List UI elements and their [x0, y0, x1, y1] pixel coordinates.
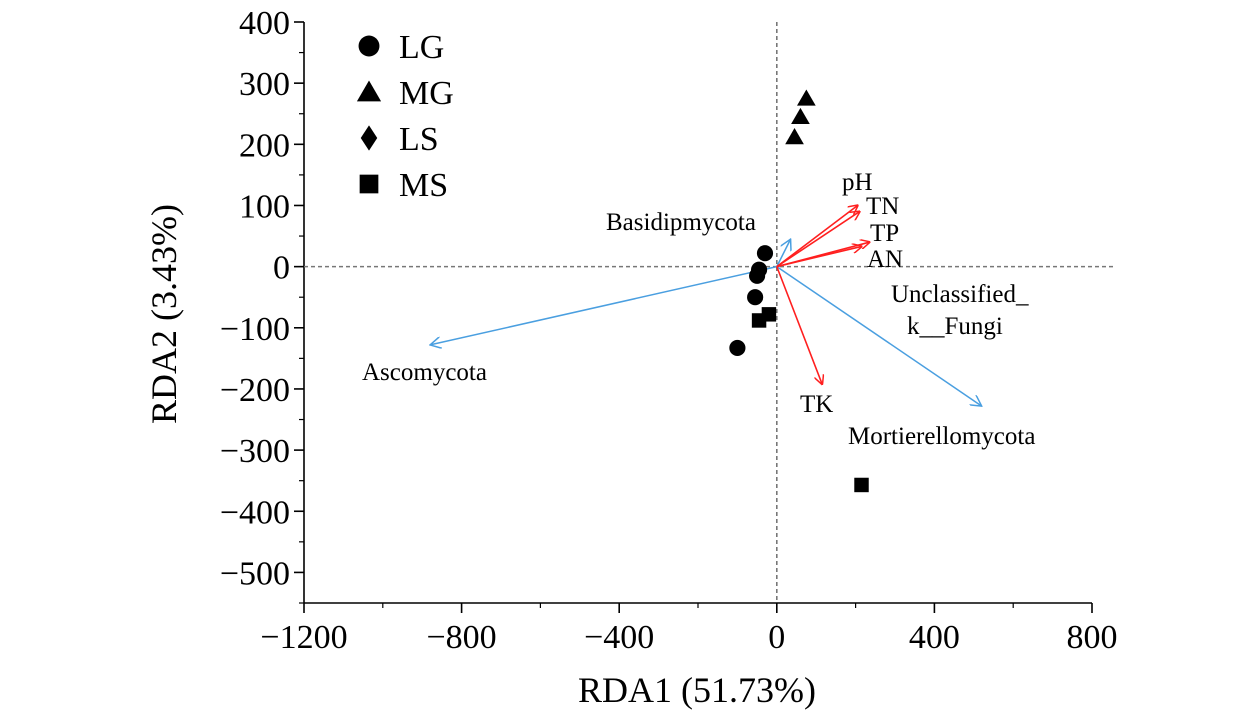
env-arrow: [776, 212, 860, 268]
species-label: Unclassified_: [891, 281, 1029, 308]
species-arrow: [430, 265, 777, 345]
legend-label-ms: MS: [399, 167, 448, 204]
y-tick-label: −200: [220, 372, 290, 409]
x-tick-label: −400: [584, 619, 654, 656]
y-tick-label: −100: [220, 311, 290, 348]
point-mg: [791, 107, 810, 125]
species-label-line2: k__Fungi: [907, 313, 1003, 340]
legend-marker-ms: [359, 174, 379, 194]
point-ms: [761, 307, 777, 322]
env-label: TN: [866, 193, 899, 220]
env-label: pH: [842, 169, 873, 196]
y-tick-label: 200: [239, 127, 290, 164]
axes-layer: 400 300 200 100 0 −100 −200 −300 −400 −500 −1200 −8…: [220, 5, 1118, 656]
species-label: Ascomycota: [362, 359, 487, 386]
x-tick-label: −800: [427, 619, 497, 656]
x-tick-label: −1200: [260, 619, 347, 656]
point-lg: [747, 289, 764, 306]
env-arrow: [776, 266, 822, 384]
legend-marker-lg: [358, 35, 380, 57]
legend-label-lg: LG: [399, 29, 444, 66]
x-axis-title: RDA1 (51.73%): [578, 670, 816, 710]
legend-marker-ls: [360, 125, 378, 151]
x-tick-label: 400: [909, 619, 960, 656]
species-arrow: [776, 239, 791, 267]
env-label: TP: [870, 220, 899, 247]
y-tick-label: −500: [220, 555, 290, 592]
y-tick-label: 100: [239, 188, 290, 225]
species-vectors: Basidipmycota Ascomycota Unclassified_ k__F…: [362, 209, 1035, 450]
y-tick-label: −300: [220, 433, 290, 470]
x-tick-label: 800: [1067, 619, 1118, 656]
species-label: Mortierellomycota: [848, 423, 1035, 450]
env-label: TK: [800, 391, 833, 418]
y-axis-title: RDA2 (3.43%): [144, 204, 184, 424]
point-mg: [785, 128, 804, 145]
point-lg: [749, 267, 766, 284]
legend-marker-mg: [356, 80, 382, 102]
species-arrow: [776, 266, 982, 406]
y-tick-label: 0: [273, 250, 290, 287]
point-lg: [729, 339, 746, 357]
species-label: Basidipmycota: [606, 209, 756, 236]
y-tick-label: 400: [239, 5, 290, 42]
sample-points: [729, 89, 869, 493]
point-ms: [854, 477, 869, 493]
legend-label-ls: LS: [399, 121, 439, 158]
legend-label-mg: MG: [399, 75, 454, 112]
legend: LG MG LS MS: [356, 29, 454, 204]
env-arrow: [776, 246, 862, 268]
point-lg: [756, 245, 774, 262]
env-arrow: [776, 205, 858, 268]
y-tick-label: −400: [220, 494, 290, 531]
x-tick-label: 0: [768, 619, 785, 656]
point-mg: [797, 89, 816, 106]
reference-lines: [304, 22, 1114, 603]
env-label: AN: [867, 246, 903, 273]
y-tick-label: 300: [239, 66, 290, 103]
